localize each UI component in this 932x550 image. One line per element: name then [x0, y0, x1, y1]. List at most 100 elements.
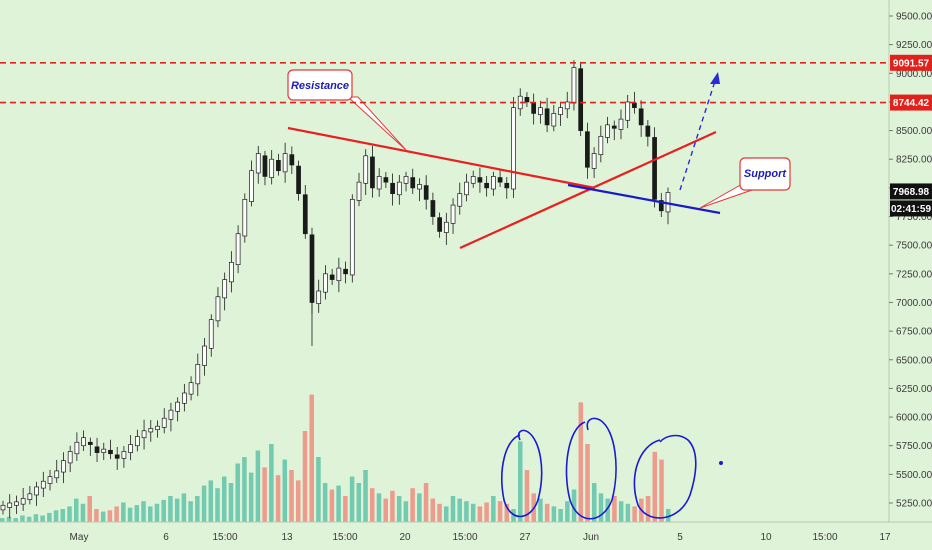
y-tick-label: 7500.00: [896, 241, 932, 252]
x-axis-ticks: May 6 15:00 13 15:00 20 15:00 27 Jun 5 10 15:00 17: [70, 532, 891, 543]
candle: [370, 146, 375, 198]
volume-bar: [477, 506, 483, 522]
candle: [410, 168, 416, 194]
candle: [134, 429, 140, 452]
price-tags: 9091.57 8744.42 7968.98 02:41:59: [0, 54, 932, 217]
candle: [128, 435, 133, 461]
volume-bar: [470, 503, 476, 522]
volume-bar: [134, 505, 140, 522]
candle: [222, 272, 228, 311]
volume-bar: [255, 450, 261, 522]
candle: [504, 176, 510, 199]
volume-bar: [94, 509, 99, 522]
volume-bar: [20, 515, 25, 522]
candle: [591, 147, 597, 179]
candle: [484, 175, 489, 197]
candle: [511, 97, 516, 198]
candle: [558, 101, 563, 126]
volume-bar: [565, 501, 570, 522]
volume-bar: [269, 444, 274, 522]
y-tick-label: 6500.00: [896, 355, 932, 366]
volume-bar: [659, 459, 664, 522]
volume-bar: [524, 470, 530, 522]
x-tick-label: May: [70, 532, 89, 543]
candle: [67, 445, 73, 473]
candle: [282, 142, 288, 183]
drawn-trendlines[interactable]: [287, 126, 721, 250]
rising-line[interactable]: [459, 130, 717, 250]
resistance-callout[interactable]: Resistance: [287, 69, 407, 151]
volume-bar: [289, 470, 294, 522]
y-tick-label: 8250.00: [896, 155, 932, 166]
volume-bars: [0, 394, 671, 522]
volume-bar: [53, 510, 59, 522]
volume-bar: [504, 503, 510, 522]
x-tick-label: 6: [163, 532, 169, 543]
candle: [585, 122, 590, 179]
x-tick-label: 13: [281, 532, 293, 543]
volume-bar: [121, 502, 126, 522]
volume-bar: [74, 498, 79, 522]
candle: [383, 171, 389, 188]
volume-bar: [33, 514, 39, 522]
candle: [376, 168, 382, 197]
candle: [202, 337, 207, 376]
volume-circle-2: [565, 417, 617, 520]
candle: [74, 432, 80, 461]
x-tick-label: 5: [677, 532, 683, 543]
candle: [524, 92, 530, 107]
volume-bar: [430, 498, 436, 522]
candle: [195, 353, 201, 397]
volume-bar: [154, 503, 160, 522]
price-tag-box: [890, 183, 932, 200]
volume-bar: [67, 506, 72, 522]
candle: [417, 178, 422, 202]
candle: [497, 168, 503, 187]
candle: [168, 402, 174, 432]
volume-bar: [282, 459, 288, 522]
candle: [27, 486, 33, 505]
volume-bar: [396, 496, 402, 522]
volume-bar: [316, 457, 321, 522]
volume-bar: [13, 518, 18, 522]
resistance-line[interactable]: [287, 126, 596, 190]
volume-bar: [437, 503, 442, 522]
support-line[interactable]: [567, 183, 721, 215]
candle: [538, 100, 543, 124]
support-label: Support: [744, 168, 787, 180]
volume-bar: [383, 498, 388, 522]
volume-bar: [612, 496, 617, 522]
candle: [276, 153, 281, 176]
candle: [61, 452, 66, 484]
resistance-label: Resistance: [291, 80, 349, 92]
volume-bar: [40, 515, 45, 522]
volume-bar: [296, 480, 301, 522]
candle: [141, 419, 147, 450]
volume-bar: [336, 485, 341, 522]
candle: [242, 193, 248, 243]
volume-bar: [666, 509, 671, 522]
volume-bar: [417, 493, 422, 522]
x-tick-label: 15:00: [212, 532, 237, 543]
candle: [356, 172, 362, 207]
candle: [296, 160, 301, 201]
candle: [551, 104, 557, 132]
volume-bar: [100, 511, 106, 522]
volume-bar: [195, 496, 200, 522]
x-tick-label: 27: [519, 532, 531, 543]
volume-bar: [349, 476, 355, 522]
volume-bar: [80, 503, 86, 522]
y-tick-label: 5500.00: [896, 470, 932, 481]
volume-bar: [571, 489, 577, 522]
candle: [652, 127, 657, 208]
support-callout[interactable]: Support: [699, 157, 791, 209]
y-tick-label: 6000.00: [896, 413, 932, 424]
volume-bar: [450, 496, 456, 522]
volume-bar: [605, 498, 610, 522]
candle: [645, 120, 651, 147]
y-tick-label: 6750.00: [896, 327, 932, 338]
candle: [0, 500, 6, 515]
candle: [423, 175, 429, 210]
